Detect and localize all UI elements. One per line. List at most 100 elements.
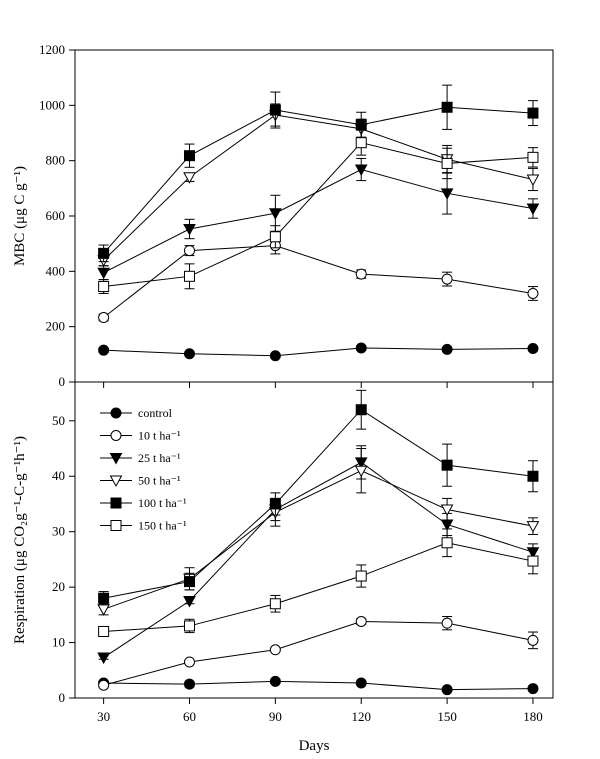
series-line: [103, 409, 534, 599]
data-point: [269, 644, 281, 656]
data-point: [526, 174, 540, 187]
data-point: [269, 598, 281, 610]
series-line: [103, 542, 534, 632]
panel-bottom: 0 10 20 30 40 50 30 60 90 120 150 180 Respiration (μ…: [12, 381, 554, 724]
series-line: [103, 106, 533, 254]
data-point: [98, 592, 110, 604]
series-top-0: [98, 342, 539, 362]
legend-marker: [110, 430, 122, 441]
data-point: [98, 247, 110, 259]
data-point: [355, 268, 367, 280]
y-axis-title-bottom: Respiration (μg CO₂g⁻¹-C-g⁻¹h⁻¹): [12, 436, 28, 644]
data-point: [440, 504, 454, 517]
data-point: [527, 683, 539, 695]
data-point: [97, 604, 110, 616]
data-point: [441, 273, 453, 285]
data-point: [269, 104, 281, 116]
series-top-2: [97, 157, 540, 281]
data-point: [355, 615, 367, 627]
y-tick-label: 400: [46, 263, 66, 278]
series-top-4: [98, 84, 539, 263]
data-point: [183, 656, 195, 668]
series-line: [103, 245, 534, 318]
data-point: [183, 576, 195, 588]
plot-frame-top: [74, 49, 554, 383]
legend-label: 25 t ha⁻¹: [138, 451, 181, 465]
data-point: [441, 459, 453, 471]
data-point: [527, 470, 539, 482]
data-point: [97, 267, 110, 280]
x-tick-label: 150: [437, 709, 457, 724]
data-point: [269, 350, 281, 362]
x-tick-label: 60: [183, 709, 196, 724]
data-point: [355, 570, 367, 582]
data-point: [441, 684, 453, 696]
legend-marker: [110, 407, 122, 419]
plot-frame-bottom: [74, 381, 554, 699]
x-axis-title: Days: [299, 738, 330, 754]
data-point: [527, 107, 539, 119]
data-point: [526, 203, 540, 216]
legend-label: control: [138, 406, 173, 420]
data-point: [269, 498, 281, 510]
y-tick-label: 30: [52, 524, 65, 539]
x-tick-label: 180: [523, 709, 543, 724]
y-axis-title-top: MBC (μg C g⁻¹): [12, 166, 28, 266]
legend-label: 100 t ha⁻¹: [138, 496, 187, 510]
series-bottom-1: [98, 615, 539, 691]
x-tick-label: 30: [97, 709, 110, 724]
data-point: [441, 101, 453, 113]
series-top-1: [98, 236, 539, 324]
series-line: [103, 461, 534, 658]
series-line: [103, 347, 533, 357]
legend-label: 10 t ha⁻¹: [138, 429, 181, 443]
data-point: [355, 137, 367, 149]
data-point: [98, 679, 110, 691]
legend: control 10 t ha⁻¹ 25 t ha⁻¹ 50 t ha⁻¹ 100 t …: [100, 406, 187, 533]
data-point: [183, 150, 195, 162]
data-point: [527, 634, 539, 646]
series-bottom-5: [98, 528, 539, 637]
y-tick-label: 600: [46, 208, 66, 223]
data-point: [354, 164, 368, 177]
data-point: [98, 625, 110, 637]
legend-marker: [109, 453, 123, 465]
y-tick-label: 20: [52, 579, 65, 594]
series-line: [103, 680, 533, 691]
data-point: [98, 281, 110, 293]
series-line: [103, 168, 534, 274]
data-point: [183, 245, 195, 257]
data-point: [183, 595, 196, 608]
y-tick-label: 800: [46, 153, 66, 168]
data-point: [441, 157, 453, 169]
legend-marker: [110, 520, 122, 531]
data-point: [355, 119, 367, 131]
data-point: [354, 465, 368, 478]
data-point: [527, 343, 539, 355]
data-point: [527, 287, 539, 299]
y-tick-label: 0: [59, 690, 66, 705]
data-point: [269, 675, 281, 687]
legend-label: 50 t ha⁻¹: [138, 474, 181, 488]
x-tick-label: 90: [269, 709, 282, 724]
legend-marker: [110, 497, 122, 509]
data-point: [183, 270, 195, 282]
data-point: [527, 555, 539, 567]
data-point: [98, 312, 110, 324]
series-top-5: [98, 129, 539, 294]
data-point: [526, 521, 540, 533]
data-point: [527, 151, 539, 163]
legend-label: 150 t ha⁻¹: [138, 519, 187, 533]
data-point: [97, 652, 110, 665]
data-point: [355, 677, 367, 689]
y-tick-label: 10: [52, 635, 65, 650]
series-line: [103, 114, 534, 261]
data-point: [183, 172, 196, 184]
data-point: [183, 620, 195, 632]
series-line: [103, 620, 534, 686]
data-point: [183, 348, 195, 360]
y-tick-label: 1000: [39, 97, 65, 112]
y-tick-label: 0: [59, 374, 66, 389]
data-point: [269, 208, 282, 220]
